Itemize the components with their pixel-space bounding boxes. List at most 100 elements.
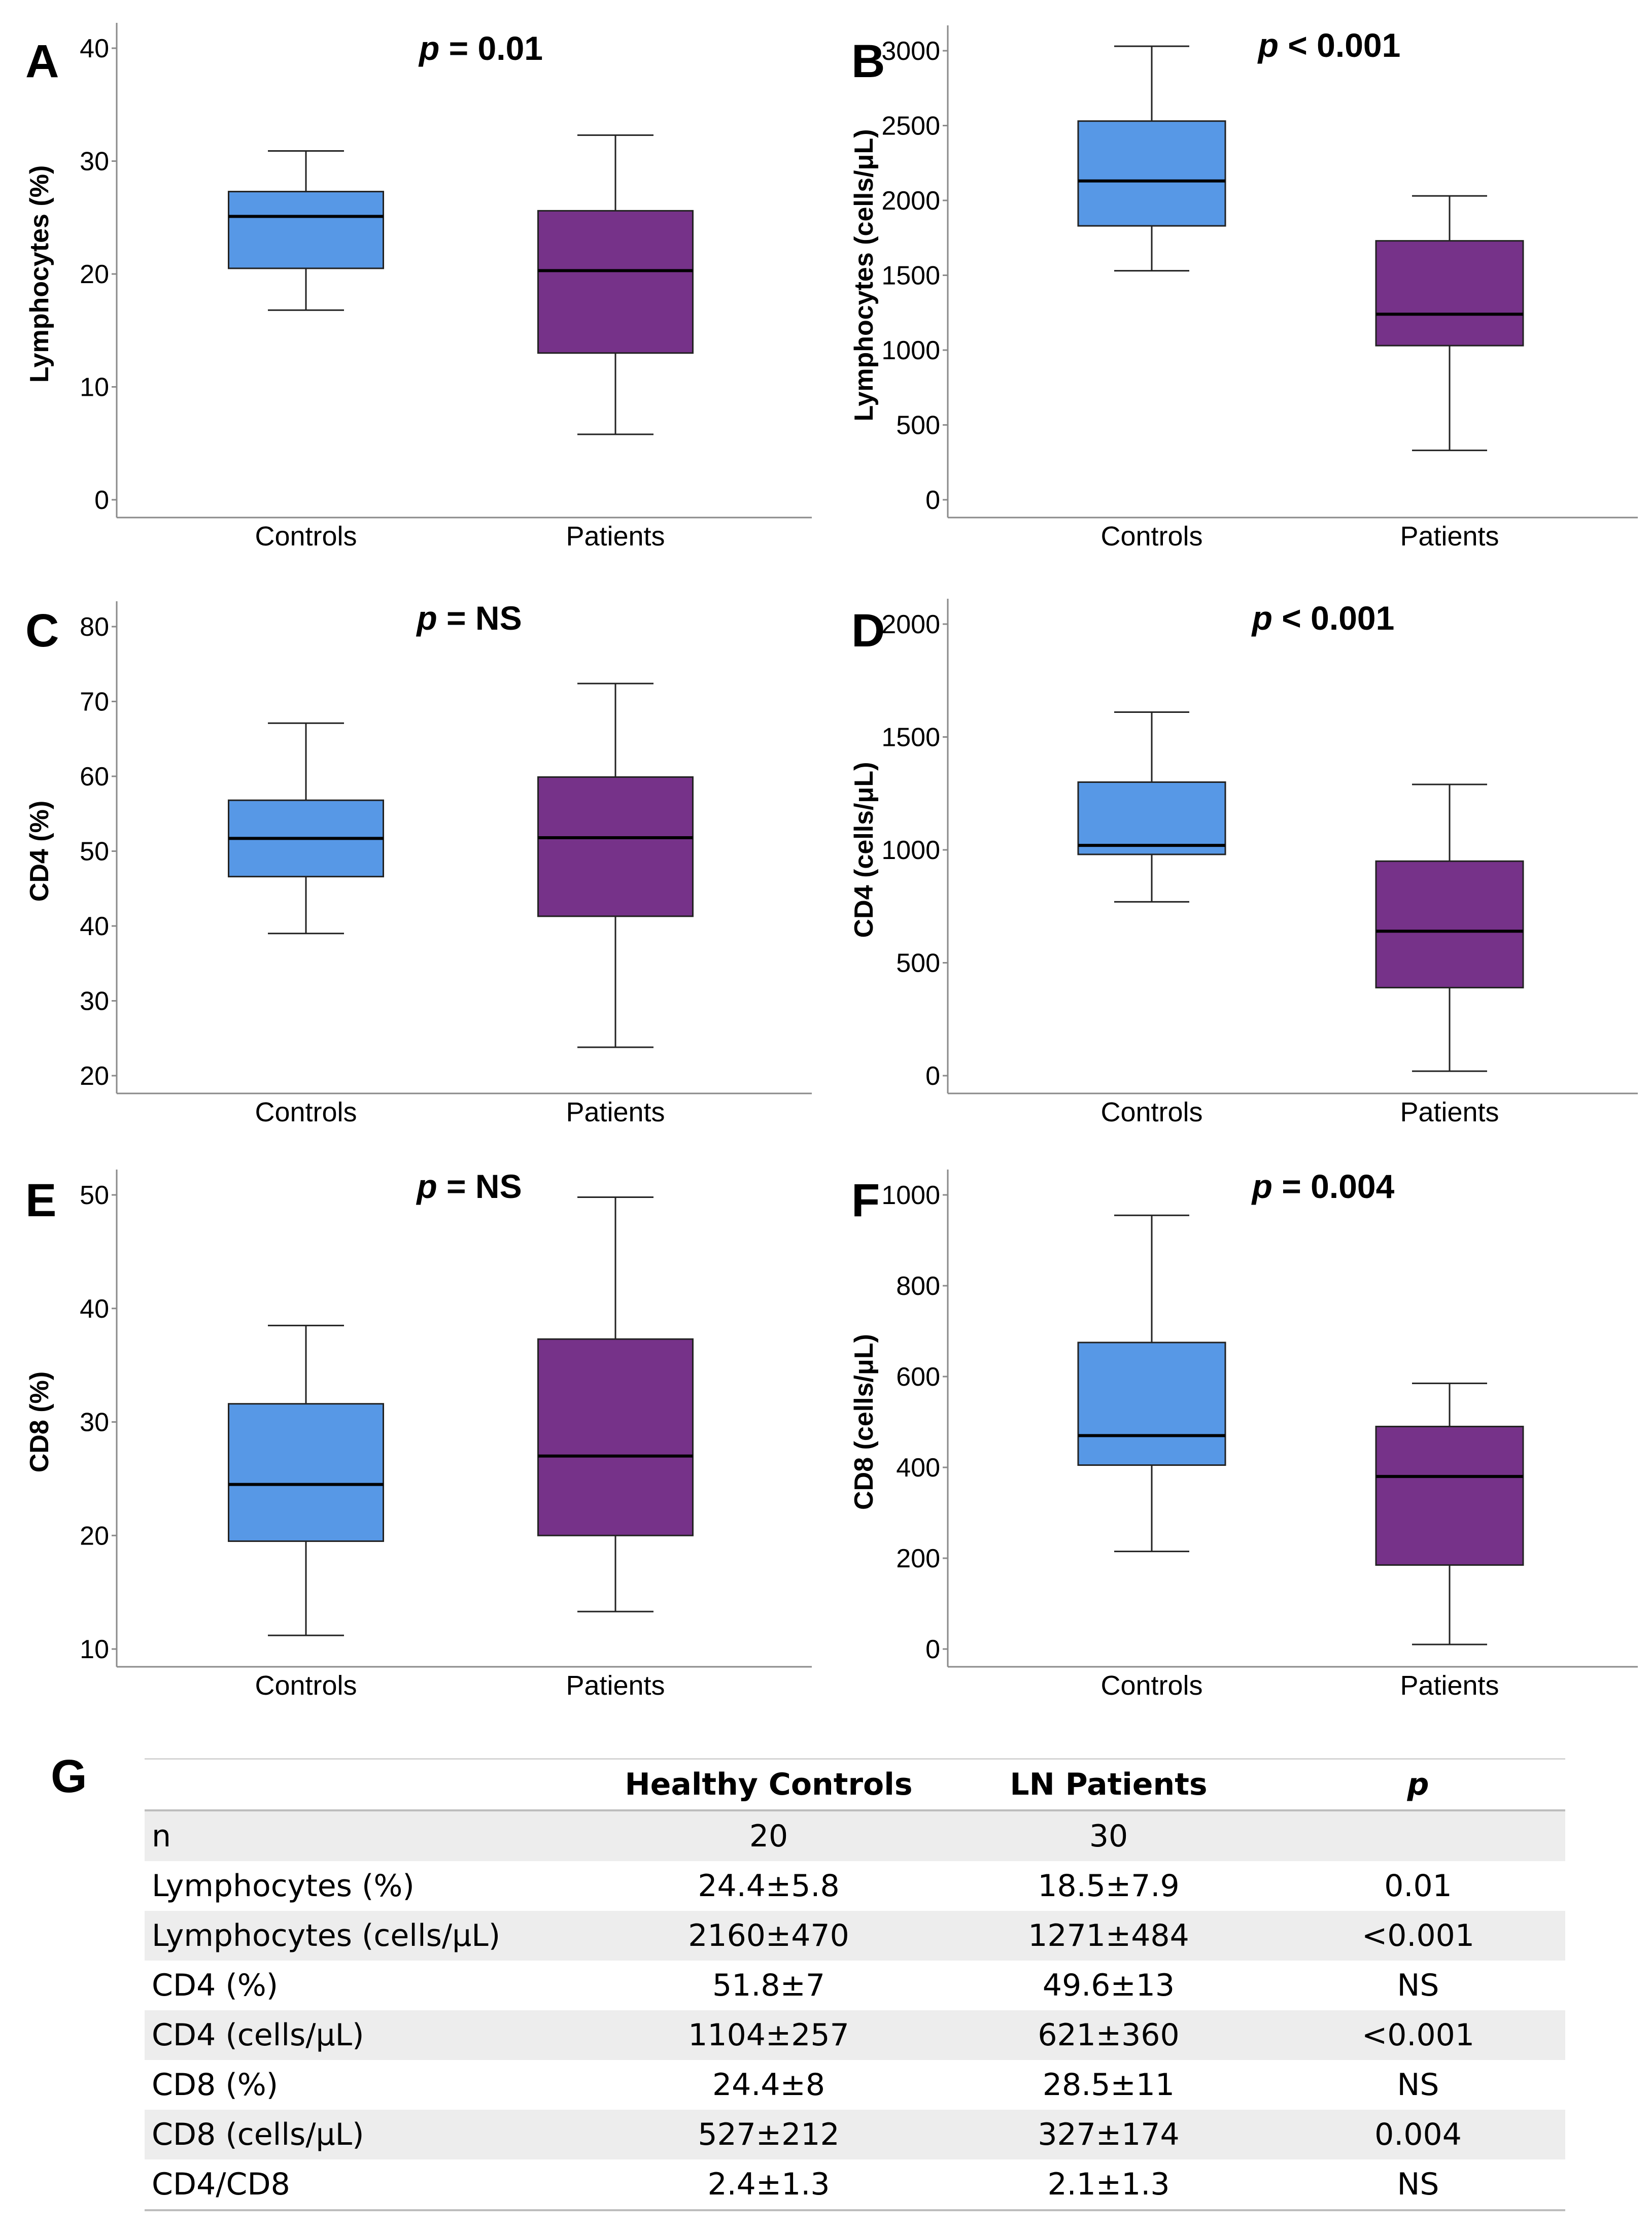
p-value-c: p = NS (417, 599, 522, 637)
y-tick-label: 20 (80, 260, 109, 289)
y-tick-label: 30 (80, 987, 109, 1016)
box-patients (1375, 783, 1524, 1072)
table-cell: Lymphocytes (cells/μL) (145, 1911, 591, 1961)
y-tick-label: 10 (80, 373, 109, 402)
iqr-box (1077, 1342, 1226, 1466)
table-cell: CD8 (cells/μL) (145, 2110, 591, 2159)
iqr-box (1077, 781, 1226, 855)
y-tick-label: 20 (80, 1061, 109, 1091)
x-category-label: Patients (566, 521, 665, 552)
table-cell: 28.5±11 (1042, 2067, 1175, 2103)
chart-a: 0 10 20 30 40 Lymphocytes (%) Controls Patients (25, 23, 812, 552)
table-cell: 51.8±7 (712, 1968, 825, 2003)
table-cell: 49.6±13 (1042, 1968, 1175, 2003)
y-tick-label: 40 (80, 1294, 109, 1324)
table-cell: 1104±257 (591, 2010, 946, 2060)
table-cell: 2.4±1.3 (591, 2159, 946, 2211)
table-cell: CD4 (cells/μL) (145, 2010, 591, 2060)
y-tick-label: 1500 (881, 723, 940, 752)
y-axis-label: CD4 (%) (25, 801, 54, 902)
table-cell: 30 (946, 1810, 1271, 1861)
table-cell: CD8 (%) (152, 2067, 279, 2103)
table-header-p: p (1271, 1758, 1565, 1811)
y-tick-label: 50 (80, 837, 109, 867)
box-patients (537, 682, 694, 1048)
y-tick-label: 500 (896, 411, 940, 440)
iqr-box (228, 1403, 384, 1542)
y-tick-label: 80 (80, 612, 109, 642)
iqr-box (1375, 240, 1524, 347)
table-row: CD4 (cells/μL) 1104±257 621±360 <0.001 (145, 2010, 1565, 2060)
iqr-box (1077, 120, 1226, 227)
iqr-box (1375, 1425, 1524, 1566)
table-cell: 2160±470 (591, 1911, 946, 1961)
table-row: CD8 (cells/μL) 527±212 327±174 0.004 (145, 2110, 1565, 2159)
table-cell: NS (1271, 2159, 1565, 2211)
y-tick-label: 800 (896, 1272, 940, 1301)
y-tick-label: 20 (80, 1521, 109, 1551)
y-tick-label: 3000 (881, 37, 940, 66)
panel-letter-g: G (51, 1751, 87, 1802)
table-cell: CD4 (%) (152, 1968, 279, 2003)
y-tick-label: 200 (896, 1544, 940, 1573)
y-tick-label: 60 (80, 762, 109, 792)
table-cell: 24.4±8 (712, 2067, 825, 2103)
panel-letter-d: D (851, 605, 885, 657)
table-cell (1271, 1810, 1565, 1861)
p-value-f: p = 0.004 (1252, 1168, 1395, 1205)
p-value-d: p < 0.001 (1252, 599, 1395, 637)
table-row: Lymphocytes (cells/μL) 2160±470 1271±484… (145, 1911, 1565, 1961)
summary-table: Healthy Controls LN Patients p n 20 30 L… (145, 1758, 1565, 2211)
y-tick-label: 10 (80, 1635, 109, 1664)
chart-b: 0 500 1000 1500 2000 2500 3000 Lymphocytes (cel… (849, 25, 1638, 552)
table-cell: 2.1±1.3 (946, 2159, 1271, 2211)
box-patients (537, 1196, 694, 1613)
y-tick-label: 1000 (881, 1181, 940, 1210)
table-header-patients: LN Patients (946, 1758, 1271, 1811)
y-tick-label: 0 (925, 486, 940, 515)
table-cell: <0.001 (1271, 1911, 1565, 1961)
table-cell: 621±360 (946, 2010, 1271, 2060)
y-tick-label: 400 (896, 1453, 940, 1483)
iqr-box (537, 210, 694, 354)
table-cell: n (145, 1810, 591, 1861)
table-cell: 527±212 (591, 2110, 946, 2159)
y-tick-label: 600 (896, 1362, 940, 1392)
y-tick-label: 1000 (881, 336, 940, 365)
y-tick-label: 40 (80, 912, 109, 941)
y-tick-label: 40 (80, 34, 109, 63)
p-value-a: p = 0.01 (419, 29, 543, 67)
table-header-blank (145, 1758, 591, 1811)
panel-a: 0 10 20 30 40 Lymphocytes (%) Controls Patients… (0, 0, 826, 573)
panel-letter-e: E (25, 1175, 57, 1226)
y-tick-label: 0 (925, 1635, 940, 1664)
y-tick-label: 50 (80, 1181, 109, 1210)
table-cell: CD4/CD8 (145, 2159, 591, 2211)
y-axis-label: CD4 (cells/μL) (849, 762, 879, 938)
box-controls (228, 722, 384, 935)
y-axis-label: CD8 (%) (25, 1371, 54, 1472)
table-cell: 1271±484 (946, 1911, 1271, 1961)
panel-letter-a: A (25, 36, 59, 87)
panel-b: 0 500 1000 1500 2000 2500 3000 Lymphocytes (cel… (826, 0, 1652, 573)
panel-e: 10 20 30 40 50 CD8 (%) Controls Patients E p = … (0, 1147, 826, 1720)
p-value-b: p < 0.001 (1258, 26, 1401, 64)
table-row: CD4/CD8 2.4±1.3 2.1±1.3 NS (145, 2159, 1565, 2211)
y-axis-label: CD8 (cells/μL) (849, 1334, 879, 1510)
x-category-label: Patients (566, 1097, 665, 1127)
iqr-box (537, 1338, 694, 1536)
x-category-label: Controls (1100, 1670, 1202, 1701)
table-row: Lymphocytes (%) 24.4±5.8 18.5±7.9 0.01 (145, 1861, 1565, 1911)
panel-f: 0 200 400 600 800 1000 CD8 (cells/μL) Controls P… (826, 1147, 1652, 1720)
table-header-row: Healthy Controls LN Patients p (145, 1758, 1565, 1811)
chart-d: 0 500 1000 1500 2000 CD4 (cells/μL) Controls Pa… (849, 599, 1638, 1127)
table-cell: NS (1397, 2067, 1439, 2103)
p-value-e: p = NS (417, 1168, 522, 1205)
table-cell: 0.004 (1271, 2110, 1565, 2159)
y-tick-label: 30 (80, 147, 109, 177)
x-category-label: Controls (1100, 521, 1202, 552)
y-tick-label: 2500 (881, 112, 940, 141)
panel-c: 20 30 40 50 60 70 80 CD4 (%) Controls Patients C … (0, 573, 826, 1147)
box-controls (1077, 1214, 1226, 1553)
y-tick-label: 0 (94, 486, 109, 515)
